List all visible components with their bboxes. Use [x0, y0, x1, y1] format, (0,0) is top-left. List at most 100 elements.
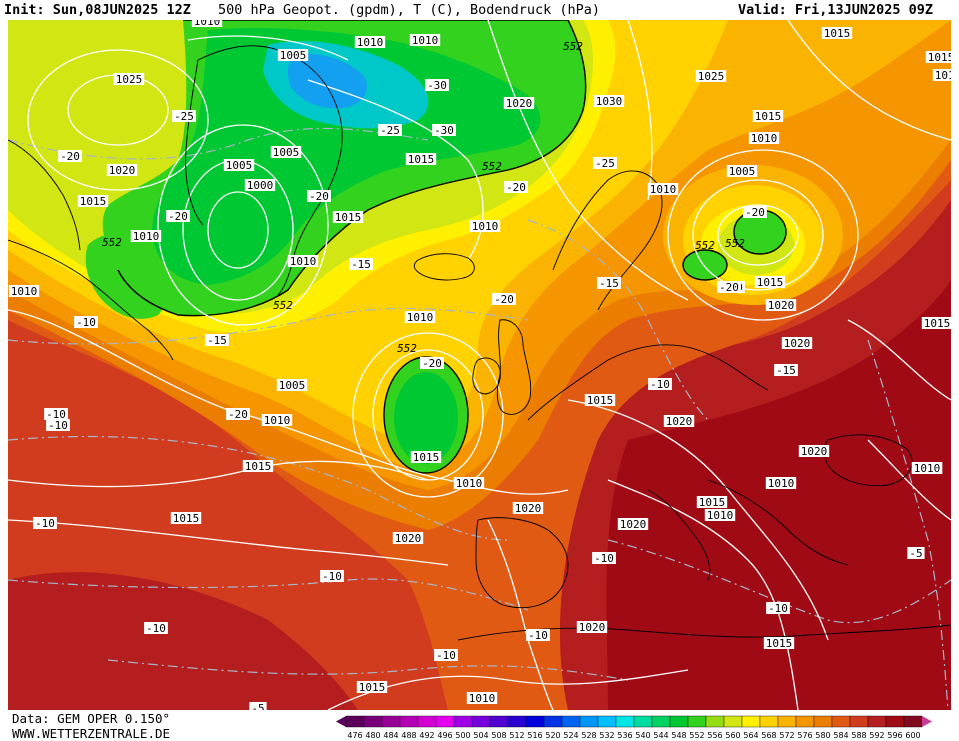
temperature-label-bg [320, 570, 344, 582]
geopotential-label: 552 [102, 236, 122, 249]
pressure-label: 1010 [456, 477, 483, 490]
pressure-label-bg [765, 477, 797, 489]
isotherm-3 [8, 435, 509, 541]
color-scale: 476 480 484 488 492 496 500 504 508 512 516 520 524 5… [336, 715, 932, 740]
scale-tick-label: 480 [365, 731, 380, 740]
temperature-label-bg [593, 157, 617, 169]
temperature-label: -15 [599, 277, 619, 290]
scale-swatch [435, 715, 455, 728]
temperature-label: -10 [146, 622, 166, 635]
pressure-label: 1010 [194, 20, 221, 28]
coast-iceland [413, 253, 475, 281]
coast-balkans [707, 479, 849, 566]
temperature-label: -20 [719, 281, 739, 294]
temperature-label-bg [648, 378, 672, 390]
isobar-1 [8, 309, 569, 495]
pressure-label: 1020 [506, 97, 533, 110]
isotherm-6 [607, 539, 951, 624]
temperature-label: -20 [745, 206, 765, 219]
scale-tick-label: 540 [635, 731, 650, 740]
scale-tick-label: 512 [509, 731, 524, 740]
temperature-label-bg [307, 190, 331, 202]
temperature-label: -10 [594, 552, 614, 565]
scale-tick-label: 528 [581, 731, 596, 740]
geopotential-label: 552 [563, 40, 583, 53]
pressure-label-bg [593, 95, 625, 107]
scale-swatch [363, 715, 383, 728]
pressure-label-bg [781, 337, 813, 349]
field-552-west [85, 234, 167, 319]
temperature-label-bg [774, 364, 798, 376]
temperature-label: -25 [174, 110, 194, 123]
scale-tick-label: 596 [887, 731, 902, 740]
pressure-label: 1015 [587, 394, 614, 407]
pressure-label: 1010 [935, 69, 951, 82]
pressure-label: 1005 [729, 165, 756, 178]
temperature-label-bg [907, 547, 925, 559]
temperature-label-bg [349, 258, 373, 270]
temperature-label: -10 [768, 602, 788, 615]
scale-swatch [651, 715, 671, 728]
pressure-label: 1015 [924, 317, 951, 330]
pressure-label-bg [754, 276, 786, 288]
temperature-label: -10 [46, 408, 66, 421]
scale-tick-label: 476 [347, 731, 362, 740]
temperature-label-bg [378, 124, 402, 136]
temperature-label: -20 [168, 210, 188, 223]
pressure-label: 1015 [824, 27, 851, 40]
pressure-label: 1010 [472, 220, 499, 233]
pressure-label: 1015 [173, 512, 200, 525]
pressure-label-bg [695, 70, 727, 82]
pressure-label: 1030 [596, 95, 623, 108]
scale-tick-label: 552 [689, 731, 704, 740]
pressure-label-bg [409, 34, 441, 46]
scale-swatch [507, 715, 527, 728]
pressure-label: 1015 [766, 637, 793, 650]
field-low-blue [287, 53, 367, 109]
init-time: Init: Sun,08JUN2025 12Z [4, 2, 191, 18]
pressure-label: 1020 [109, 164, 136, 177]
temperature-label-bg [58, 150, 82, 162]
pressure-label: 1010 [914, 462, 941, 475]
pressure-label-bg [261, 414, 293, 426]
scale-tick-label: 496 [437, 731, 452, 740]
data-source: Data: GEM OPER 0.150° [12, 711, 171, 726]
temperature-label-bg [74, 316, 98, 328]
temperature-label: -10 [76, 316, 96, 329]
temperature-label: -20 [422, 357, 442, 370]
coast-europe-north [527, 344, 769, 421]
temperature-label: -10 [436, 649, 456, 662]
geopotential-label: 552 [397, 342, 417, 355]
temperature-label-bg [425, 79, 449, 91]
isobar-north-1 [487, 20, 689, 301]
chart-header: Init: Sun,08JUN2025 12Z 500 hPa Geopot. … [0, 0, 959, 20]
isobar-central-2 [607, 479, 799, 710]
scale-swatch [345, 715, 365, 728]
isobar-russia-low-2 [692, 179, 824, 291]
temperature-label-bg [46, 419, 70, 431]
pressure-label-bg [392, 532, 424, 544]
temperature-label: -20 [494, 293, 514, 306]
field-552-russia-b [683, 250, 727, 280]
scale-tick-label: 576 [797, 731, 812, 740]
site-url: WWW.WETTERZENTRALE.DE [12, 726, 171, 741]
pressure-label-bg [277, 49, 309, 61]
temperature-label: -10 [528, 629, 548, 642]
pressure-label-bg [170, 512, 202, 524]
scale-swatch [561, 715, 581, 728]
isobar-east-1 [787, 20, 951, 141]
temperature-label-bg [249, 702, 267, 710]
map-svg: 1010 1010 1010 1005 1025 1020 1030 1025 1015 1015… [8, 20, 951, 710]
chart-footer: Data: GEM OPER 0.150° WWW.WETTERZENTRALE… [0, 710, 959, 741]
temperature-label: -10 [48, 419, 68, 432]
scale-swatch [687, 715, 707, 728]
contour-552-north [117, 20, 587, 317]
scale-swatch [759, 715, 779, 728]
isobar-central [567, 399, 829, 641]
pressure-label: 1005 [279, 379, 306, 392]
pressure-label-bg [354, 36, 386, 48]
temperature-label: -20 [506, 181, 526, 194]
temperature-label-bg [226, 408, 250, 420]
scale-swatch [849, 715, 869, 728]
pressure-label: 1020 [395, 532, 422, 545]
